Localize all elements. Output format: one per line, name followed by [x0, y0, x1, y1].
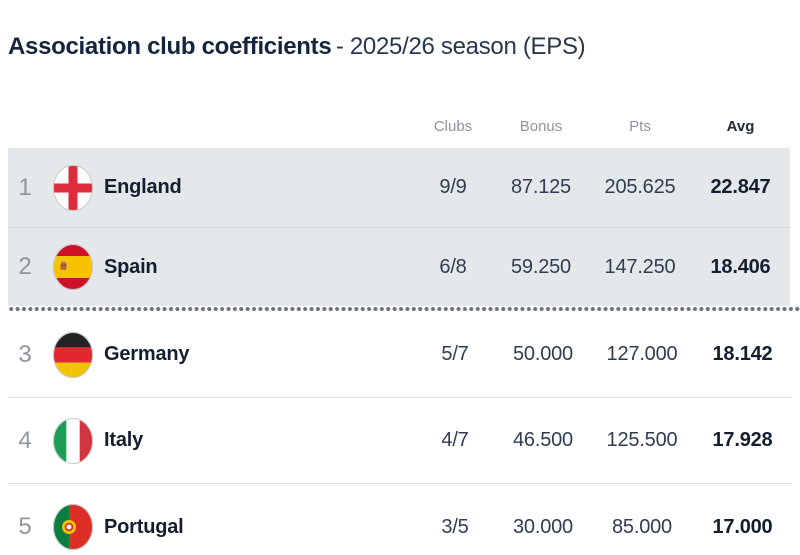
- column-header-bonus: Bonus: [519, 118, 563, 135]
- country-name: Italy: [104, 429, 144, 451]
- italy-flag-icon: [53, 417, 93, 464]
- bonus-value: 46.500: [513, 429, 573, 451]
- rank-value: 5: [18, 513, 32, 540]
- bonus-value: 50.000: [513, 343, 573, 365]
- england-flag-icon: [53, 164, 93, 211]
- table-header-row: Clubs Bonus Pts Avg: [8, 65, 790, 148]
- clubs-value: 3/5: [441, 515, 469, 538]
- table-row-portugal[interactable]: 5 Portugal 3/5 30.000 85.000 17.000: [8, 484, 792, 555]
- avg-value: 18.406: [710, 255, 771, 278]
- pts-value: 127.000: [606, 343, 678, 365]
- pts-value: 147.250: [604, 255, 676, 278]
- clubs-value: 9/9: [439, 176, 467, 198]
- pts-value: 85.000: [612, 515, 672, 538]
- avg-value: 22.847: [710, 176, 771, 198]
- page-title-season: - 2025/26 season (EPS): [335, 33, 586, 60]
- avg-value: 18.142: [712, 343, 773, 365]
- table-row-england[interactable]: 1 England 9/9 87.125 205.625 22.847: [8, 148, 790, 227]
- table-row-germany[interactable]: 3 Germany 5/7 50.000 127.000 18.142: [8, 312, 792, 398]
- highlighted-rows-group: 1 England 9/9 87.125 205.625 22.847: [8, 148, 790, 306]
- bonus-value: 87.125: [511, 176, 571, 198]
- rank-value: 4: [18, 426, 32, 454]
- avg-value: 17.928: [712, 429, 773, 451]
- page-title-main: Association club coefficients: [8, 33, 332, 60]
- qualification-cutoff-dotted-separator: [8, 306, 800, 312]
- column-header-avg: Avg: [726, 118, 755, 135]
- column-header-clubs: Clubs: [433, 118, 473, 135]
- rank-value: 3: [18, 340, 32, 368]
- avg-value: 17.000: [712, 515, 773, 538]
- table-row-italy[interactable]: 4 Italy 4/7 46.500 125.500 17.928: [8, 398, 792, 484]
- pts-value: 125.500: [606, 429, 678, 451]
- clubs-value: 5/7: [441, 343, 469, 365]
- rank-value: 1: [18, 173, 32, 201]
- clubs-value: 6/8: [439, 255, 467, 278]
- column-header-pts: Pts: [629, 118, 651, 135]
- bonus-value: 30.000: [513, 515, 573, 538]
- rank-value: 2: [18, 253, 32, 280]
- country-name: Germany: [104, 343, 190, 365]
- pts-value: 205.625: [604, 176, 676, 198]
- country-name: Portugal: [104, 515, 184, 538]
- table-row-spain[interactable]: 2 Spai: [8, 227, 790, 306]
- portugal-flag-icon: [53, 504, 93, 550]
- country-name: England: [104, 176, 182, 198]
- bonus-value: 59.250: [511, 255, 571, 278]
- spain-flag-icon: [53, 244, 93, 290]
- germany-flag-icon: [53, 331, 93, 378]
- page-title: Association club coefficients - 2025/26 …: [0, 0, 800, 65]
- country-name: Spain: [104, 255, 158, 278]
- clubs-value: 4/7: [441, 429, 469, 451]
